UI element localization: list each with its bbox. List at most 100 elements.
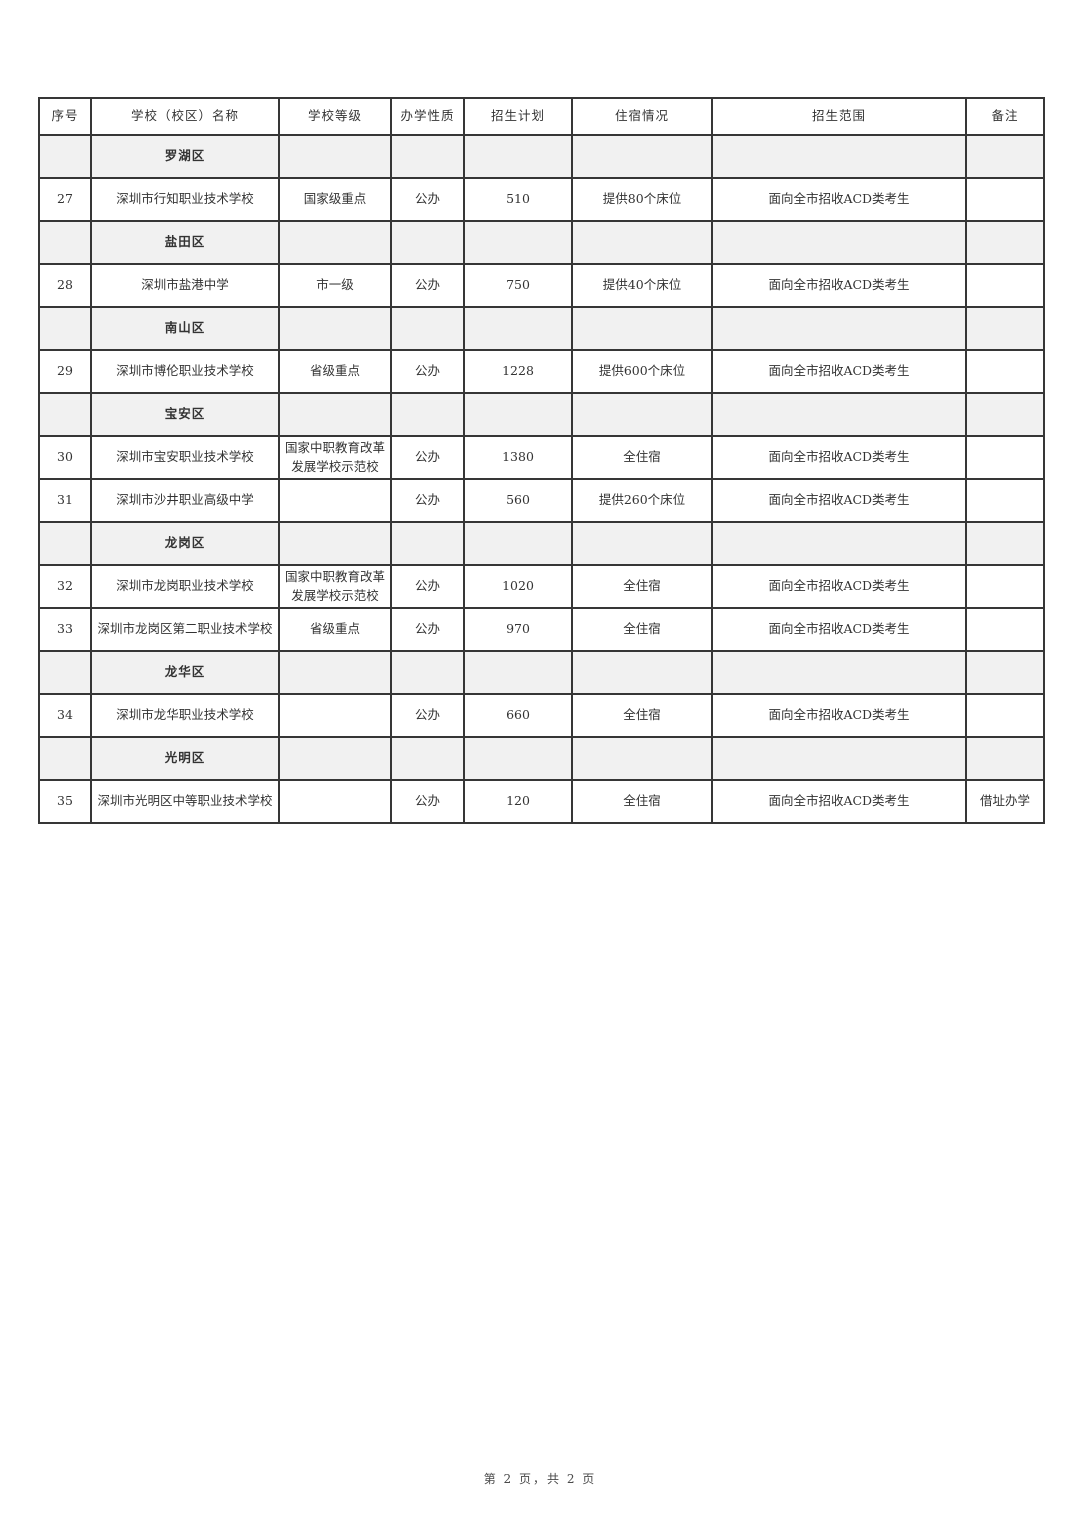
school-no: 29 xyxy=(38,349,92,394)
enrollment-scope: 面向全市招收ACD类考生 xyxy=(711,349,967,394)
school-no: 35 xyxy=(38,779,92,824)
empty-cell xyxy=(711,650,967,695)
column-header: 备注 xyxy=(965,97,1045,136)
district-row: 龙华区 xyxy=(38,650,1045,695)
school-name: 深圳市宝安职业技术学校 xyxy=(90,435,280,480)
accommodation: 全住宿 xyxy=(571,435,713,480)
school-row: 28 深圳市盐港中学 市一级 公办 750 提供40个床位 面向全市招收ACD类考生 xyxy=(38,263,1045,308)
empty-cell xyxy=(711,736,967,781)
empty-cell xyxy=(463,134,573,179)
column-header: 招生计划 xyxy=(463,97,573,136)
school-nature: 公办 xyxy=(390,435,465,480)
school-name: 深圳市龙岗职业技术学校 xyxy=(90,564,280,609)
school-nature: 公办 xyxy=(390,177,465,222)
enrollment-plan: 560 xyxy=(463,478,573,523)
remark xyxy=(965,177,1045,222)
column-header: 住宿情况 xyxy=(571,97,713,136)
column-header: 学校等级 xyxy=(278,97,392,136)
school-row: 29 深圳市博伦职业技术学校 省级重点 公办 1228 提供600个床位 面向全市招收ACD… xyxy=(38,349,1045,394)
school-nature: 公办 xyxy=(390,779,465,824)
admissions-table: 序号 学校（校区）名称 学校等级 办学性质 招生计划 住宿情况 招生范围 备注 罗湖区 27 深圳… xyxy=(38,97,1045,824)
district-name: 宝安区 xyxy=(90,392,280,437)
school-level xyxy=(278,693,392,738)
school-row: 30 深圳市宝安职业技术学校 国家中职教育改革发展学校示范校 公办 1380 全住宿 面向全… xyxy=(38,435,1045,480)
empty-cell xyxy=(571,521,713,566)
empty-cell xyxy=(390,306,465,351)
empty-cell xyxy=(965,220,1045,265)
empty-cell xyxy=(965,306,1045,351)
school-no: 31 xyxy=(38,478,92,523)
school-row: 34 深圳市龙华职业技术学校 公办 660 全住宿 面向全市招收ACD类考生 xyxy=(38,693,1045,738)
school-name: 深圳市光明区中等职业技术学校 xyxy=(90,779,280,824)
empty-cell xyxy=(278,521,392,566)
page-number-footer: 第 2 页，共 2 页 xyxy=(483,1472,597,1486)
school-no: 30 xyxy=(38,435,92,480)
district-row: 龙岗区 xyxy=(38,521,1045,566)
empty-cell xyxy=(278,392,392,437)
school-no: 33 xyxy=(38,607,92,652)
remark: 借址办学 xyxy=(965,779,1045,824)
school-no: 27 xyxy=(38,177,92,222)
accommodation: 全住宿 xyxy=(571,607,713,652)
school-name: 深圳市龙岗区第二职业技术学校 xyxy=(90,607,280,652)
district-name: 龙岗区 xyxy=(90,521,280,566)
enrollment-plan: 1228 xyxy=(463,349,573,394)
empty-cell xyxy=(38,306,92,351)
school-level: 省级重点 xyxy=(278,607,392,652)
empty-cell xyxy=(390,521,465,566)
empty-cell xyxy=(278,134,392,179)
district-row: 罗湖区 xyxy=(38,134,1045,179)
school-level xyxy=(278,478,392,523)
empty-cell xyxy=(571,736,713,781)
accommodation: 全住宿 xyxy=(571,779,713,824)
empty-cell xyxy=(965,134,1045,179)
empty-cell xyxy=(38,392,92,437)
school-level: 省级重点 xyxy=(278,349,392,394)
accommodation: 全住宿 xyxy=(571,693,713,738)
accommodation: 全住宿 xyxy=(571,564,713,609)
enrollment-plan: 120 xyxy=(463,779,573,824)
school-nature: 公办 xyxy=(390,693,465,738)
empty-cell xyxy=(571,392,713,437)
table-header-row: 序号 学校（校区）名称 学校等级 办学性质 招生计划 住宿情况 招生范围 备注 xyxy=(38,97,1045,136)
remark xyxy=(965,263,1045,308)
empty-cell xyxy=(278,306,392,351)
empty-cell xyxy=(390,736,465,781)
school-level: 国家级重点 xyxy=(278,177,392,222)
empty-cell xyxy=(390,392,465,437)
school-row: 27 深圳市行知职业技术学校 国家级重点 公办 510 提供80个床位 面向全市招收ACD类… xyxy=(38,177,1045,222)
accommodation: 提供40个床位 xyxy=(571,263,713,308)
empty-cell xyxy=(463,650,573,695)
empty-cell xyxy=(711,134,967,179)
empty-cell xyxy=(965,521,1045,566)
school-name: 深圳市博伦职业技术学校 xyxy=(90,349,280,394)
empty-cell xyxy=(965,392,1045,437)
enrollment-plan: 510 xyxy=(463,177,573,222)
remark xyxy=(965,435,1045,480)
column-header: 招生范围 xyxy=(711,97,967,136)
school-row: 31 深圳市沙井职业高级中学 公办 560 提供260个床位 面向全市招收ACD类考生 xyxy=(38,478,1045,523)
school-name: 深圳市龙华职业技术学校 xyxy=(90,693,280,738)
school-name: 深圳市行知职业技术学校 xyxy=(90,177,280,222)
empty-cell xyxy=(711,306,967,351)
school-nature: 公办 xyxy=(390,564,465,609)
school-nature: 公办 xyxy=(390,607,465,652)
column-header: 学校（校区）名称 xyxy=(90,97,280,136)
empty-cell xyxy=(463,736,573,781)
empty-cell xyxy=(38,736,92,781)
school-level: 市一级 xyxy=(278,263,392,308)
empty-cell xyxy=(711,220,967,265)
empty-cell xyxy=(711,521,967,566)
empty-cell xyxy=(571,650,713,695)
empty-cell xyxy=(38,650,92,695)
enrollment-scope: 面向全市招收ACD类考生 xyxy=(711,607,967,652)
school-nature: 公办 xyxy=(390,478,465,523)
remark xyxy=(965,693,1045,738)
enrollment-scope: 面向全市招收ACD类考生 xyxy=(711,435,967,480)
accommodation: 提供80个床位 xyxy=(571,177,713,222)
school-row: 35 深圳市光明区中等职业技术学校 公办 120 全住宿 面向全市招收ACD类考生 借址办学 xyxy=(38,779,1045,824)
empty-cell xyxy=(390,220,465,265)
empty-cell xyxy=(390,134,465,179)
school-name: 深圳市盐港中学 xyxy=(90,263,280,308)
enrollment-plan: 660 xyxy=(463,693,573,738)
